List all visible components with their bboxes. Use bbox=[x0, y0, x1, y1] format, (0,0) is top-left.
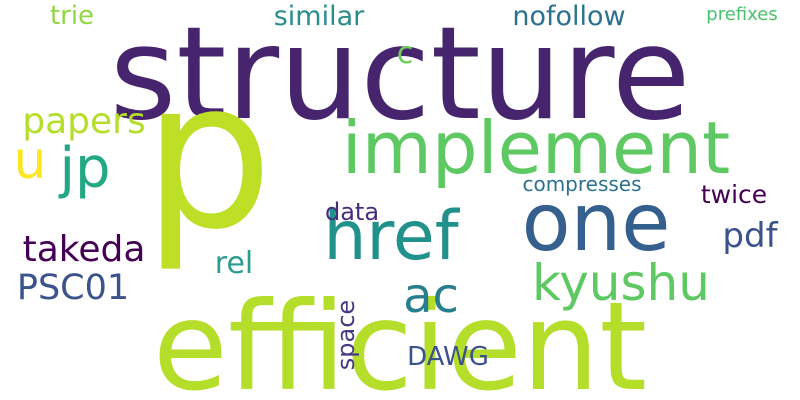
word-u: u bbox=[14, 131, 47, 191]
word-structure: structure bbox=[110, 0, 691, 149]
word-efficient: efficient bbox=[153, 276, 647, 400]
word-space: space bbox=[332, 300, 360, 370]
word-nofollow: nofollow bbox=[512, 1, 625, 32]
word-rel: rel bbox=[215, 246, 253, 281]
word-compresses: compresses bbox=[522, 172, 641, 196]
word-papers: papers bbox=[22, 101, 145, 142]
word-data: data bbox=[325, 198, 379, 226]
word-psc01: PSC01 bbox=[17, 268, 129, 308]
word-prefixes: prefixes bbox=[706, 4, 777, 25]
word-href: href bbox=[323, 197, 460, 276]
word-dawg: DAWG bbox=[407, 342, 489, 372]
word-kyushu: kyushu bbox=[532, 254, 710, 312]
word-one: one bbox=[522, 176, 671, 269]
word-c: c bbox=[397, 36, 414, 71]
word-pdf: pdf bbox=[722, 216, 778, 256]
word-jp: jp bbox=[57, 136, 110, 201]
word-twice: twice bbox=[701, 180, 767, 209]
word-p: p bbox=[143, 37, 273, 275]
word-similar: similar bbox=[274, 1, 365, 32]
word-implement: implement bbox=[342, 106, 730, 190]
word-takeda: takeda bbox=[23, 229, 146, 270]
word-ac: ac bbox=[403, 268, 459, 324]
word-trie: trie bbox=[50, 1, 94, 31]
